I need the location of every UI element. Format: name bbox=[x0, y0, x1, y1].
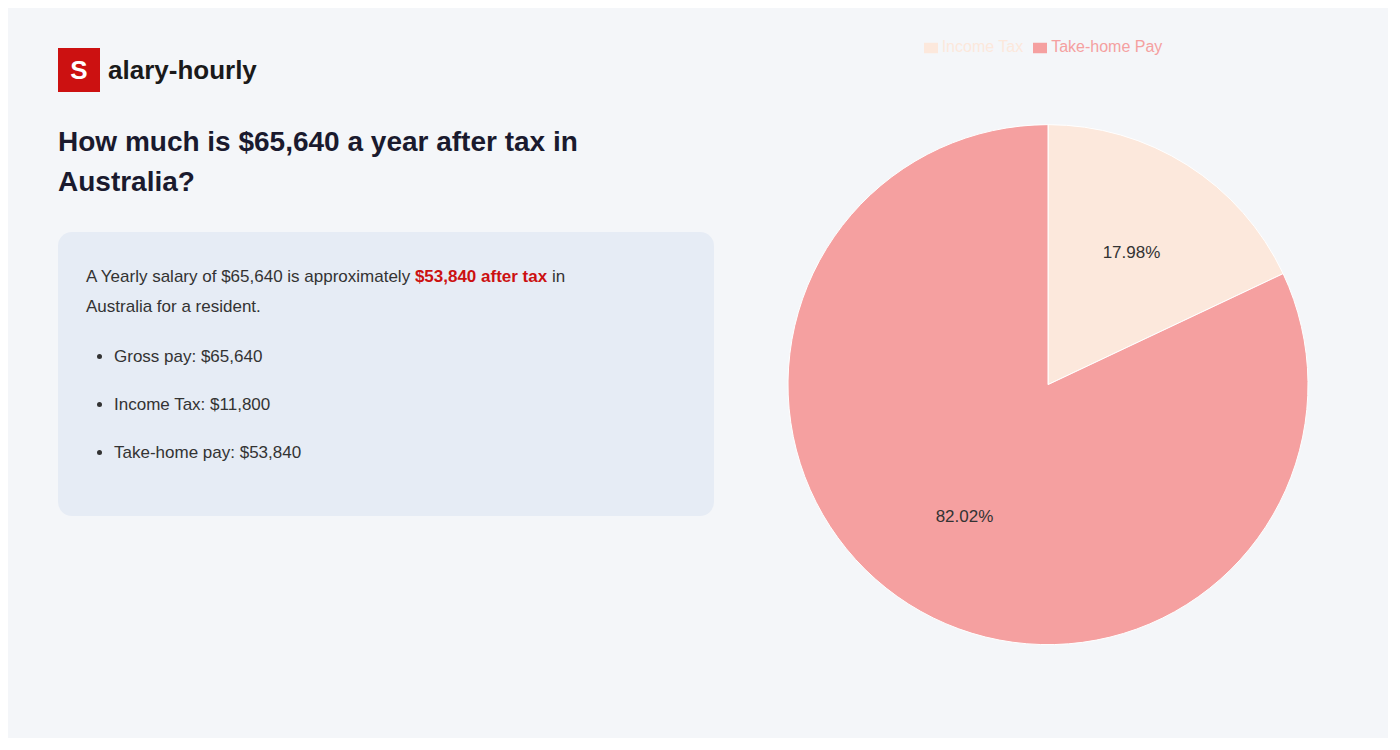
html-text:Australia for a resident.: Australia for a resident. bbox=[86, 297, 261, 316]
svg-text:82.02%: 82.02% bbox=[936, 507, 994, 526]
html-text:A Yearly salary of $65,640 is: A Yearly salary of $65,640 is approximat… bbox=[86, 267, 566, 286]
html-text:Take-home pay: $53,840: Take-home pay: $53,840 bbox=[114, 443, 302, 462]
html-text:Income Tax: Income Tax bbox=[941, 38, 1024, 55]
html-text:alary-hourly: alary-hourly bbox=[108, 54, 257, 85]
html-text:Take-home Pay: Take-home Pay bbox=[1051, 38, 1163, 55]
html-text:How much is $65,640 a year aft: How much is $65,640 a year after tax in bbox=[58, 126, 578, 157]
html-text:Gross pay: $65,640: Gross pay: $65,640 bbox=[114, 347, 263, 366]
html-text:S: S bbox=[70, 54, 88, 85]
html-text:Income Tax: $11,800: Income Tax: $11,800 bbox=[114, 395, 271, 414]
html-text:Australia?: Australia? bbox=[58, 166, 195, 197]
svg-text:17.98%: 17.98% bbox=[1103, 243, 1161, 262]
